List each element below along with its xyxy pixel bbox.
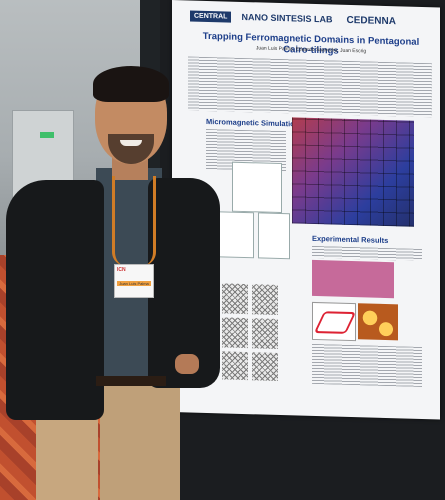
badge-logo: ICN (117, 267, 126, 273)
hand (175, 354, 199, 374)
trousers (100, 384, 180, 500)
lanyard (112, 176, 156, 266)
exit-sign (40, 132, 54, 138)
hair (93, 66, 169, 102)
belt (96, 376, 166, 386)
jacket (6, 180, 104, 420)
name-badge: ICN Juan Luis Palma (114, 264, 154, 298)
badge-name: Juan Luis Palma (117, 281, 151, 286)
smile (120, 140, 142, 146)
jacket (148, 178, 220, 388)
